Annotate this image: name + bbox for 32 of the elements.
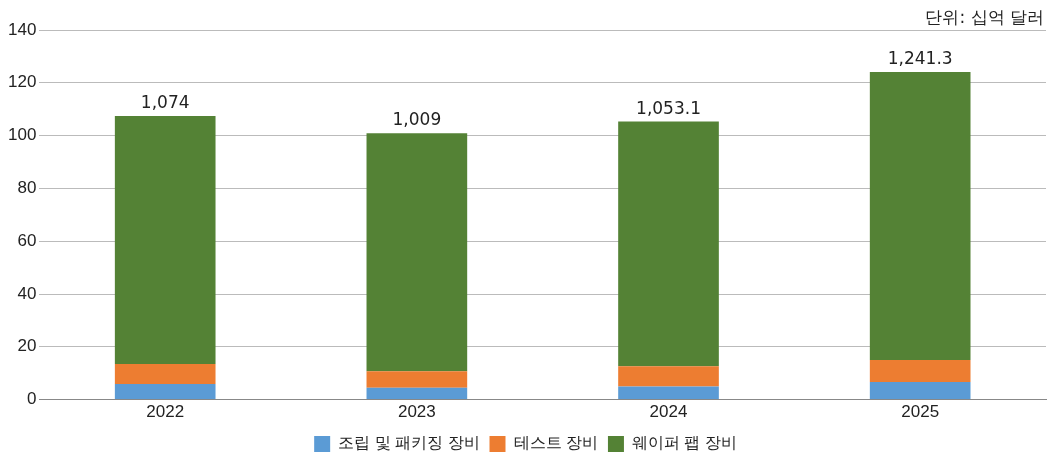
bar	[114, 116, 216, 364]
bar	[869, 71, 971, 360]
bar	[618, 386, 719, 400]
legend-label: 웨이퍼 팹 장비	[631, 434, 737, 452]
bar	[366, 133, 468, 372]
x-tick-label: 2023	[397, 402, 436, 422]
y-tick-label: 60	[17, 230, 37, 250]
y-tick-label: 40	[17, 283, 37, 303]
y-tick-label: 80	[17, 178, 37, 198]
legend-label: 조립 및 패키징 장비	[338, 434, 480, 452]
y-tick-label: 100	[7, 125, 37, 145]
annotation: 1,009	[392, 109, 442, 130]
bar	[114, 384, 216, 400]
x-tick-label: 2024	[649, 402, 688, 422]
y-tick-label: 140	[7, 19, 37, 39]
bar	[366, 387, 468, 400]
bar	[869, 381, 971, 400]
bar	[618, 121, 719, 367]
annotation: 1,053.1	[636, 97, 701, 118]
bar	[114, 363, 216, 385]
y-tick-label: 0	[26, 389, 37, 409]
bar	[366, 371, 468, 388]
x-tick-label: 2022	[146, 402, 185, 422]
y-tick-label: 120	[7, 72, 37, 92]
annotation: 1,241.3	[887, 47, 953, 68]
x-tick-label: 2025	[901, 402, 940, 422]
y-tick-label: 20	[17, 336, 37, 356]
text: 단위: 십억 달러	[925, 6, 1044, 29]
legend-label: 테스트 장비	[513, 434, 598, 452]
annotation: 1,074	[140, 91, 190, 112]
bar	[869, 360, 971, 382]
bar	[618, 366, 719, 387]
